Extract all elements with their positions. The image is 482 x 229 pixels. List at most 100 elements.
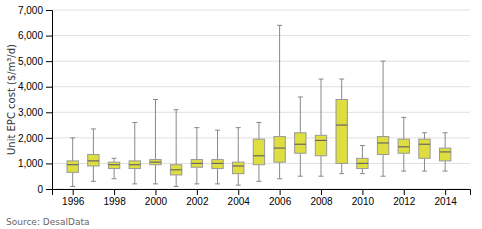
x-tick-mark	[362, 189, 363, 195]
cap-high	[215, 130, 220, 131]
box	[295, 133, 306, 153]
box	[398, 139, 409, 153]
cap-high	[298, 96, 303, 97]
whisker-high	[134, 123, 135, 161]
box-group	[274, 25, 285, 178]
box	[419, 139, 430, 158]
cap-low	[194, 183, 199, 184]
source-note: Source: DesalData	[6, 217, 89, 227]
whisker-low	[258, 165, 259, 182]
box	[170, 165, 181, 175]
median	[212, 163, 223, 164]
box-group	[191, 128, 202, 184]
box	[150, 160, 161, 165]
cap-high	[132, 122, 137, 123]
x-tick: 2012	[393, 189, 416, 207]
y-axis: 01,0002,0003,0004,0005,0006,0007,000	[18, 5, 53, 195]
median	[398, 146, 409, 147]
whisker-low	[196, 167, 197, 184]
box	[439, 148, 450, 161]
box-group	[439, 133, 450, 171]
median	[170, 169, 181, 170]
cap-high	[319, 79, 324, 80]
median	[253, 155, 264, 156]
cap-low	[236, 185, 241, 186]
median	[191, 163, 202, 164]
y-tick-label: 1,000	[18, 158, 43, 169]
y-axis-line	[46, 11, 53, 190]
cap-high	[401, 117, 406, 118]
cap-low	[277, 178, 282, 179]
box	[274, 137, 285, 163]
box	[253, 139, 264, 165]
x-tick: 2010	[352, 189, 375, 207]
boxes	[67, 25, 451, 186]
box	[357, 158, 368, 168]
cap-high	[443, 132, 448, 133]
x-tick-label: 2014	[435, 196, 458, 207]
cap-high	[360, 145, 365, 146]
x-tick-mark	[73, 189, 74, 195]
median	[419, 144, 430, 145]
cap-high	[153, 99, 158, 100]
whisker-low	[321, 156, 322, 176]
x-tick: 2002	[186, 189, 209, 207]
cap-high	[194, 127, 199, 128]
cap-low	[360, 173, 365, 174]
y-tick: 1,000	[18, 158, 52, 169]
cap-low	[256, 181, 261, 182]
x-tick: 2000	[145, 189, 168, 207]
whisker-low	[93, 166, 94, 181]
grid-line	[52, 35, 470, 36]
whisker-low	[217, 169, 218, 184]
whisker-low	[445, 161, 446, 171]
x-tick-mark	[114, 189, 115, 195]
box	[67, 161, 78, 173]
whisker-high	[238, 128, 239, 163]
cap-high	[112, 158, 117, 159]
median	[129, 164, 140, 165]
whisker-high	[403, 117, 404, 139]
whisker-low	[176, 175, 177, 187]
grid-line	[52, 10, 470, 11]
y-tick-mark	[46, 10, 52, 11]
y-tick-label: 5,000	[18, 56, 43, 67]
y-tick: 6,000	[18, 30, 52, 41]
median	[439, 151, 450, 152]
median	[295, 144, 306, 145]
x-tick-label: 2010	[352, 196, 375, 207]
y-tick-mark	[46, 189, 52, 190]
whisker-low	[279, 162, 280, 179]
box	[88, 154, 99, 166]
whisker-high	[196, 128, 197, 160]
x-tick-mark	[445, 189, 446, 195]
cap-low	[298, 176, 303, 177]
y-tick-label: 7,000	[18, 5, 43, 16]
x-tick-label: 2012	[393, 196, 416, 207]
grid-line	[52, 61, 470, 62]
y-tick-label: 6,000	[18, 30, 43, 41]
median	[108, 164, 119, 165]
y-tick-label: 3,000	[18, 107, 43, 118]
x-tick-label: 2002	[186, 196, 209, 207]
box	[233, 162, 244, 174]
box-group	[295, 97, 306, 176]
whisker-low	[155, 165, 156, 184]
cap-low	[339, 173, 344, 174]
box-group	[336, 79, 347, 174]
median	[88, 160, 99, 161]
whisker-low	[403, 153, 404, 171]
x-tick-mark	[404, 189, 405, 195]
cap-low	[112, 178, 117, 179]
cap-high	[174, 109, 179, 110]
whisker-low	[134, 169, 135, 184]
x-tick: 1996	[62, 189, 85, 207]
box-group	[150, 100, 161, 184]
whisker-high	[155, 100, 156, 160]
box	[377, 137, 388, 155]
median	[357, 163, 368, 164]
x-tick: 2014	[435, 189, 458, 207]
box-group	[398, 117, 409, 171]
whisker-low	[300, 153, 301, 176]
cap-low	[91, 181, 96, 182]
